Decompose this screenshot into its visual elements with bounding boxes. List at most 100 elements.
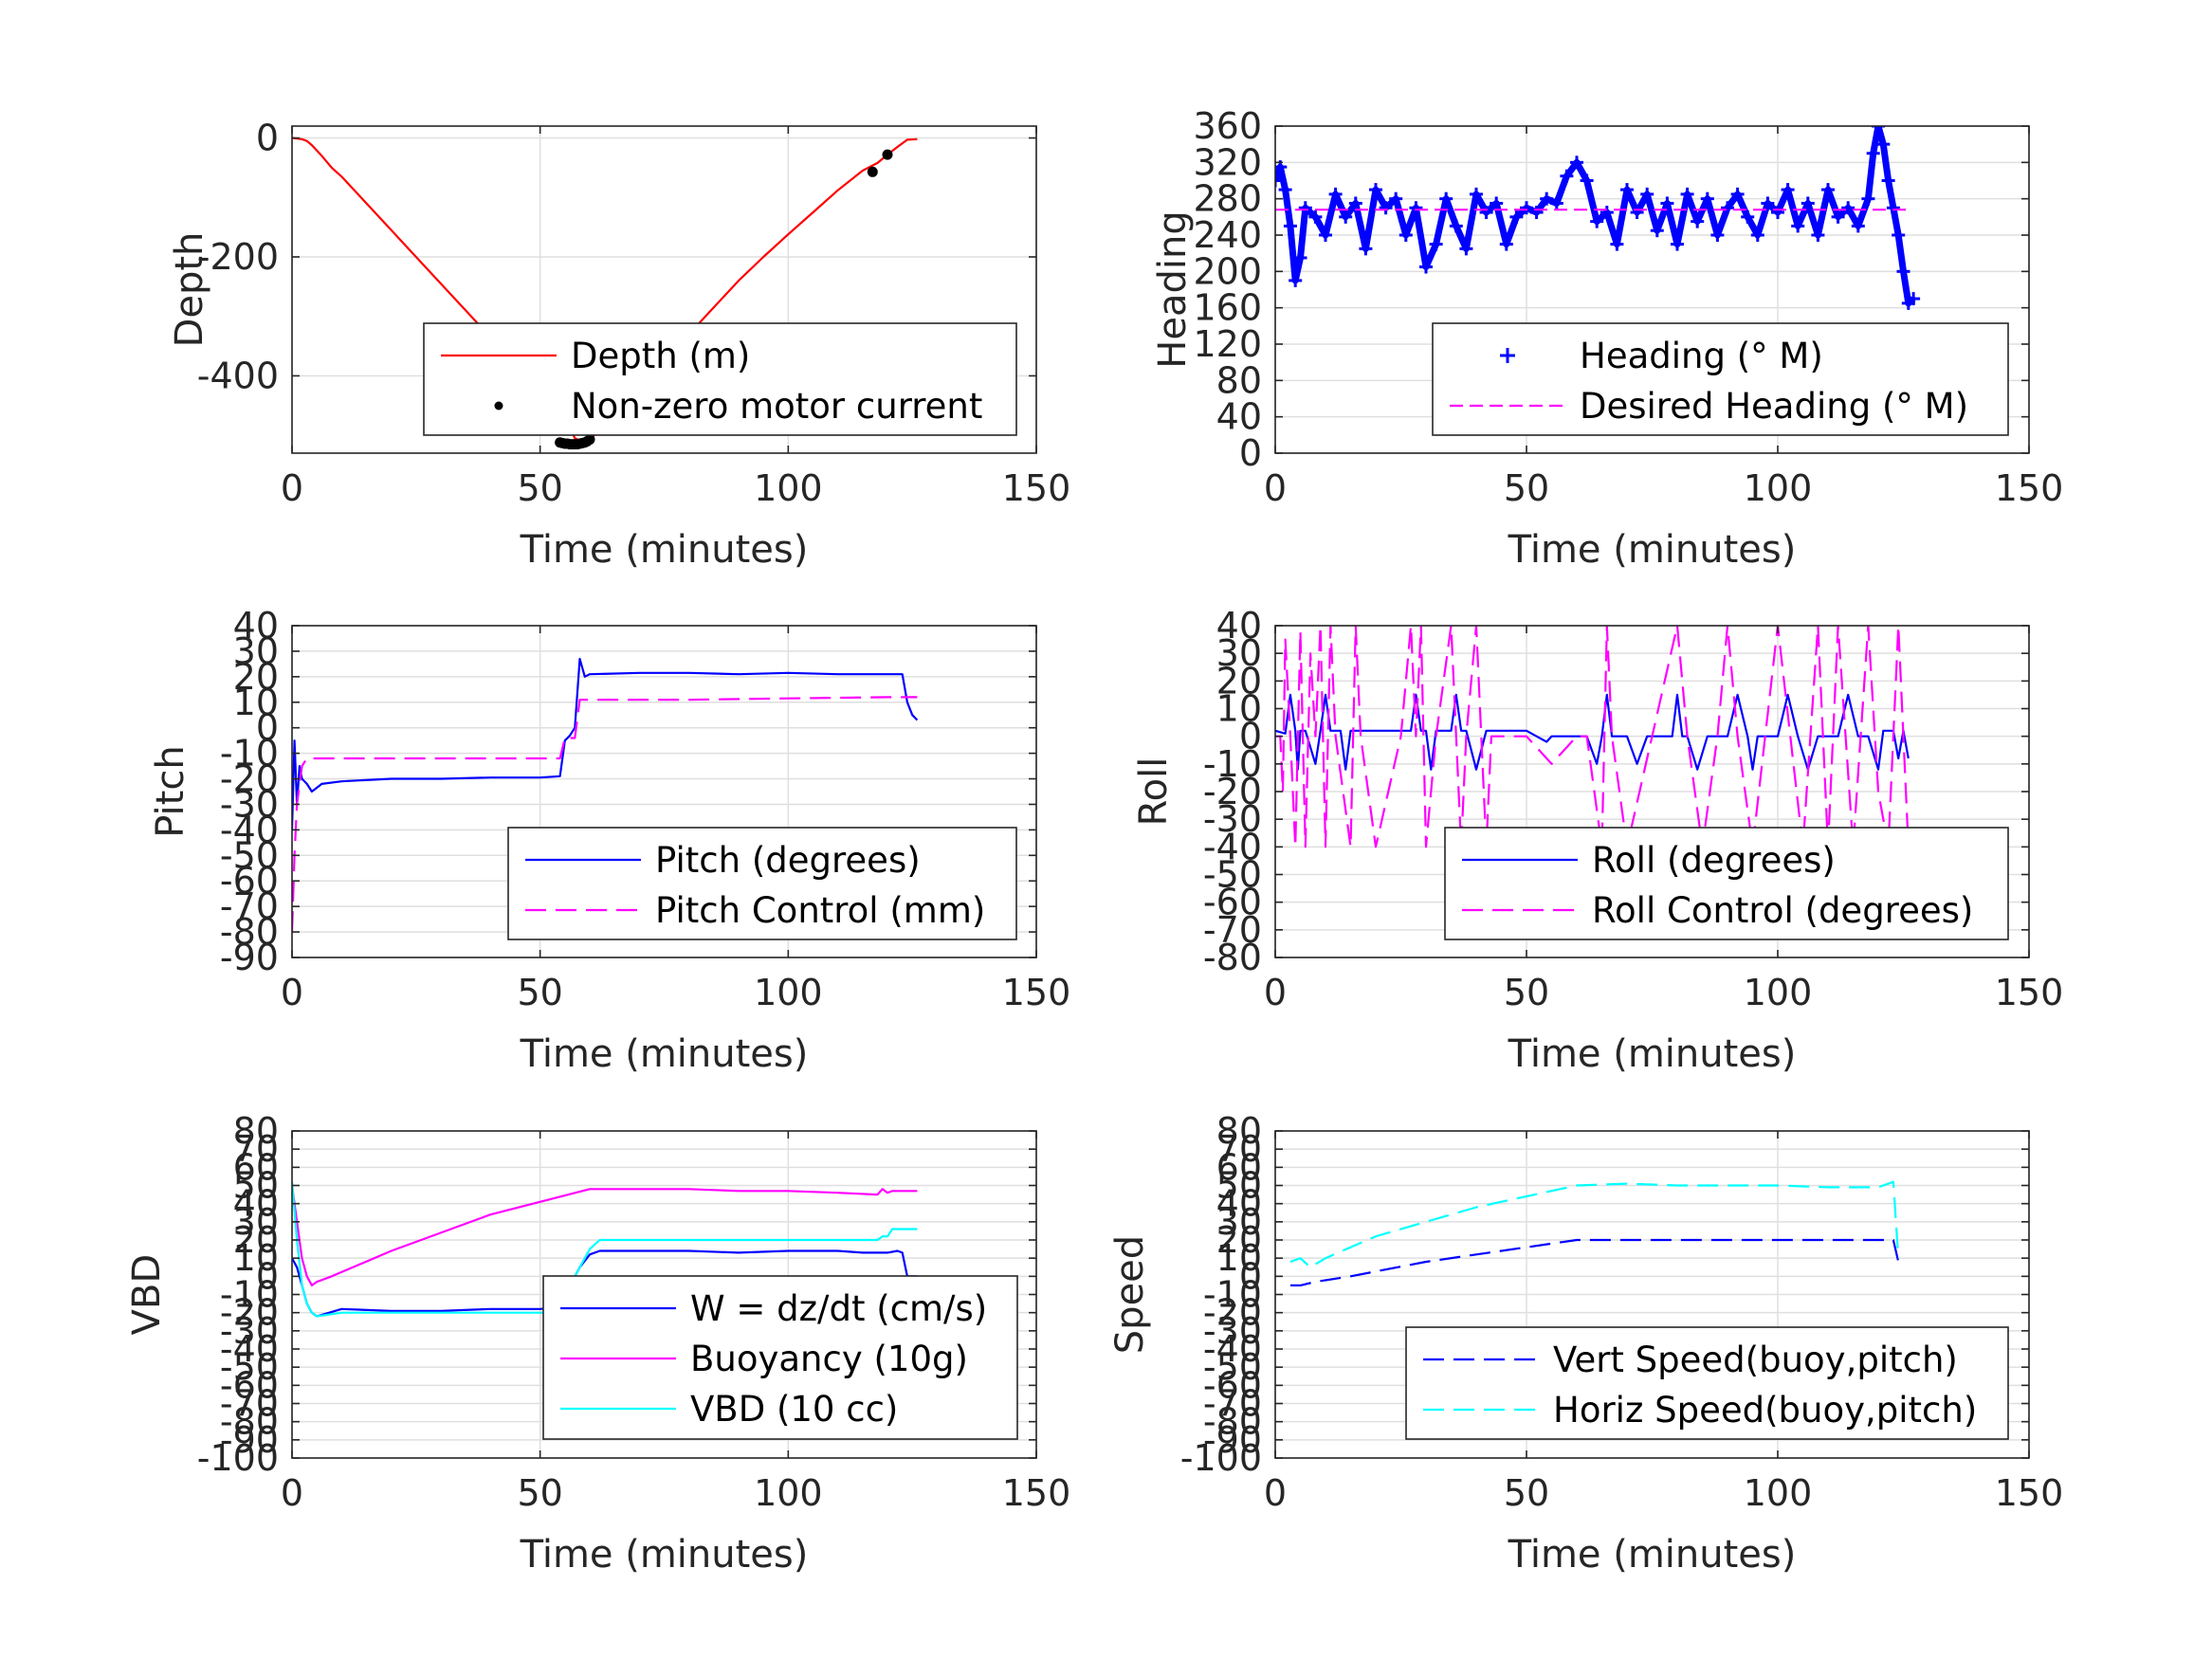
roll-ytick-label: -20	[1203, 771, 1262, 812]
vbd-xtick-label: 0	[281, 1472, 303, 1514]
heading-point	[1389, 191, 1403, 206]
vbd-ytick-label: -50	[220, 1346, 279, 1388]
speed-ytick-label: -20	[1203, 1292, 1262, 1334]
heading-point	[1499, 237, 1513, 251]
roll-ytick-label: 10	[1216, 688, 1262, 730]
pitch-legend-label: Pitch Control (mm)	[655, 890, 985, 931]
heading-point	[1275, 173, 1282, 188]
pitch-legend-label: Pitch (degrees)	[655, 840, 921, 881]
depth-xtick-label: 0	[281, 467, 303, 509]
heading-point	[1289, 273, 1303, 287]
vbd-ytick-label: -100	[197, 1437, 279, 1479]
heading-legend-label: Desired Heading (° M)	[1580, 386, 1968, 427]
heading-ytick-label: 360	[1193, 105, 1262, 147]
heading-point	[1319, 228, 1332, 242]
speed-ytick-label: 80	[1216, 1110, 1262, 1152]
heading-point	[1691, 214, 1705, 228]
heading-point	[1907, 292, 1921, 306]
heading-point	[1429, 237, 1443, 251]
heading-point	[1741, 210, 1755, 224]
speed-ytick-label: -80	[1203, 1401, 1262, 1443]
roll-series-line-0	[1275, 693, 1910, 771]
roll-ytick-label: 40	[1216, 605, 1262, 647]
vbd-xtick-label: 150	[1002, 1472, 1071, 1514]
heading-point	[1876, 137, 1891, 152]
vbd-legend-label: W = dz/dt (cm/s)	[690, 1288, 987, 1329]
roll-ylabel: Roll	[1132, 757, 1176, 827]
heading-point	[1560, 169, 1574, 183]
heading-point	[1459, 242, 1473, 256]
roll-ytick-label: -40	[1203, 826, 1262, 867]
pitch-xtick-label: 0	[281, 972, 303, 1013]
heading-point	[1861, 191, 1875, 206]
pitch-ytick-label: -50	[220, 834, 279, 876]
heading-point	[1700, 191, 1714, 206]
heading-ylabel: Heading	[1151, 210, 1195, 368]
heading-ytick-label: 200	[1193, 250, 1262, 292]
speed-series-0	[1289, 1238, 1900, 1287]
heading-point	[1630, 206, 1644, 220]
speed-ytick-label: 20	[1216, 1219, 1262, 1261]
depth-chart: 0 50 100 150 0 -200 -400 Time (minutes) Depth Dep…	[168, 118, 1070, 572]
heading-point	[1590, 214, 1604, 228]
speed-ylabel: Speed	[1108, 1235, 1152, 1354]
roll-ytick-label: -70	[1203, 909, 1262, 951]
heading-xtick-label: 150	[1995, 467, 2064, 509]
heading-point	[1821, 183, 1835, 197]
speed-series-1	[1289, 1180, 1900, 1268]
vbd-ytick-label: -10	[220, 1274, 279, 1316]
pitch-xtick-label: 50	[517, 972, 562, 1013]
heading-point	[1520, 201, 1533, 215]
speed-ytick-label: 60	[1216, 1146, 1262, 1188]
heading-point	[1348, 196, 1362, 210]
heading-point	[1721, 201, 1734, 215]
speed-ytick-label: -70	[1203, 1383, 1262, 1425]
roll-ytick-label: -50	[1203, 854, 1262, 896]
vbd-ylabel: VBD	[125, 1254, 169, 1336]
roll-xtick-label: 50	[1504, 972, 1549, 1013]
heading-point	[1640, 187, 1654, 201]
speed-legend-label: Vert Speed(buoy,pitch)	[1553, 1340, 1958, 1380]
heading-point	[1449, 219, 1463, 233]
vbd-ytick-label: 50	[233, 1165, 279, 1207]
depth-legend: Depth (m) Non-zero motor current	[423, 322, 1017, 436]
speed-ytick-label: -50	[1203, 1346, 1262, 1388]
speed-xlabel: Time (minutes)	[1508, 1533, 1797, 1577]
vbd-ytick-label: -20	[220, 1292, 279, 1334]
heading-point	[1866, 146, 1880, 160]
vbd-ytick-label: -60	[220, 1364, 279, 1406]
heading-point	[1771, 206, 1784, 220]
heading-point	[1710, 228, 1725, 242]
heading-ytick-label: 320	[1193, 141, 1262, 183]
roll-ytick-label: 0	[1239, 716, 1262, 757]
heading-point	[1470, 187, 1483, 201]
heading-point	[1369, 183, 1382, 197]
vbd-xtick-label: 100	[754, 1472, 823, 1514]
heading-series-0	[1275, 126, 1921, 310]
depth-xtick-label: 100	[754, 467, 823, 509]
speed-ytick-label: 40	[1216, 1183, 1262, 1225]
pitch-ytick-label: 0	[256, 707, 279, 749]
heading-point	[1750, 228, 1764, 242]
speed-ytick-label: -10	[1203, 1274, 1262, 1316]
depth-xtick-label: 150	[1002, 467, 1071, 509]
heading-axes-box	[1274, 125, 2030, 454]
speed-ytick-label: 30	[1216, 1201, 1262, 1243]
heading-ytick-label: 280	[1193, 178, 1262, 220]
speed-ytick-label: -30	[1203, 1310, 1262, 1352]
heading-point	[1580, 173, 1594, 188]
depth-point	[867, 166, 878, 177]
heading-point	[1781, 183, 1795, 197]
heading-xtick-label: 100	[1744, 467, 1813, 509]
heading-point	[1650, 224, 1664, 238]
speed-chart: 0 50 100 150-100-90-80-70-60-50-40-30-20-10…	[1108, 1110, 2063, 1577]
speed-xtick-label: 50	[1504, 1472, 1549, 1514]
heading-point	[1439, 191, 1453, 206]
roll-ytick-label: -60	[1203, 882, 1262, 923]
vbd-legend-label: VBD (10 cc)	[690, 1389, 898, 1430]
heading-point	[1881, 173, 1895, 188]
vbd-ytick-label: -40	[220, 1328, 279, 1370]
heading-point	[1283, 219, 1297, 233]
speed-legend: Vert Speed(buoy,pitch) Horiz Speed(buoy,p…	[1405, 1326, 2009, 1440]
speed-ytick-label: 10	[1216, 1237, 1262, 1279]
